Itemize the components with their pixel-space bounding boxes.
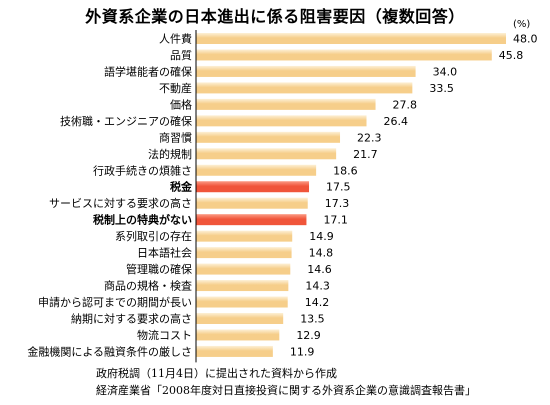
category-label-18: 納期に対する要求の高さ	[71, 311, 192, 325]
value-label-15: 14.6	[307, 263, 332, 276]
bar-15	[196, 263, 291, 275]
bar-11	[196, 197, 308, 209]
category-label-10: 税金	[170, 180, 193, 194]
value-label-7: 22.3	[357, 131, 382, 144]
bar-7	[196, 131, 341, 143]
bar-16	[196, 280, 289, 292]
bar-1	[196, 33, 506, 44]
chart-title: 外資系企業の日本進出に係る阻害要因（複数回答）	[85, 7, 465, 26]
bar-chart: 人件費 48.0 品質 45.8 語学堪能者の確保 34.0 不動産 33.5 価格 27.8 技術…	[27, 30, 538, 363]
value-label-5: 27.8	[393, 98, 418, 111]
value-label-4: 33.5	[429, 82, 454, 95]
bar-2	[196, 49, 492, 61]
value-label-1: 48.0	[513, 33, 538, 46]
category-label-3: 語学堪能者の確保	[104, 64, 192, 78]
bar-8	[196, 148, 337, 160]
bar-series: 人件費 48.0 品質 45.8 語学堪能者の確保 34.0 不動産 33.5 価格 27.8 技術…	[27, 32, 537, 359]
value-label-3: 34.0	[433, 65, 458, 78]
bar-14	[196, 247, 292, 259]
category-label-11: サービスに対する要求の高さ	[49, 196, 192, 210]
category-label-8: 法的規制	[148, 147, 192, 161]
unit-label: (%)	[513, 19, 531, 30]
bar-17	[196, 296, 288, 308]
bar-4	[196, 82, 413, 94]
value-label-12: 17.1	[323, 214, 348, 227]
bar-5	[196, 98, 376, 110]
value-label-6: 26.4	[384, 115, 409, 128]
note-line-1: 政府税調（11月4日）に提出された資料から作成	[96, 367, 337, 380]
value-label-20: 11.9	[290, 345, 315, 358]
category-label-2: 品質	[170, 48, 192, 62]
bar-3	[196, 65, 416, 77]
bar-19	[196, 329, 280, 341]
value-label-16: 14.3	[305, 280, 330, 293]
value-label-14: 14.8	[309, 247, 334, 260]
category-label-1: 人件費	[159, 32, 192, 46]
bar-9	[196, 164, 317, 176]
value-label-17: 14.2	[305, 296, 330, 309]
bar-12	[196, 214, 307, 226]
category-label-5: 価格	[170, 97, 192, 111]
bar-10	[196, 181, 310, 193]
bar-6	[196, 115, 367, 127]
category-label-9: 行政手続きの煩雑さ	[93, 163, 192, 177]
value-label-19: 12.9	[296, 329, 321, 342]
value-label-13: 14.9	[309, 230, 334, 243]
category-label-19: 物流コスト	[137, 328, 192, 342]
category-label-17: 申請から認可までの期間が長い	[38, 295, 192, 309]
value-label-11: 17.3	[325, 197, 350, 210]
value-label-2: 45.8	[499, 49, 523, 62]
category-label-13: 系列取引の存在	[115, 229, 192, 243]
category-label-4: 不動産	[159, 81, 192, 95]
value-label-18: 13.5	[300, 312, 325, 325]
value-label-10: 17.5	[326, 181, 351, 194]
category-label-6: 技術職・エンジニアの確保	[60, 114, 192, 128]
note-line-2: 経済産業省「2008年度対日直接投資に関する外資系企業の意識調査報告書」	[96, 384, 476, 397]
category-label-12: 税制上の特典がない	[93, 213, 192, 227]
category-label-16: 商品の規格・検査	[104, 279, 192, 293]
category-label-15: 管理職の確保	[126, 262, 192, 276]
category-label-20: 金融機関による融資条件の厳しさ	[27, 344, 192, 358]
source-notes: 政府税調（11月4日）に提出された資料から作成 経済産業省「2008年度対日直接…	[96, 365, 476, 399]
bar-13	[196, 230, 293, 242]
value-label-8: 21.7	[353, 148, 378, 161]
category-label-14: 日本語社会	[137, 246, 192, 260]
category-label-7: 商習慣	[159, 130, 192, 144]
value-label-9: 18.6	[333, 164, 358, 177]
bar-20	[196, 345, 273, 357]
bar-18	[196, 312, 284, 324]
